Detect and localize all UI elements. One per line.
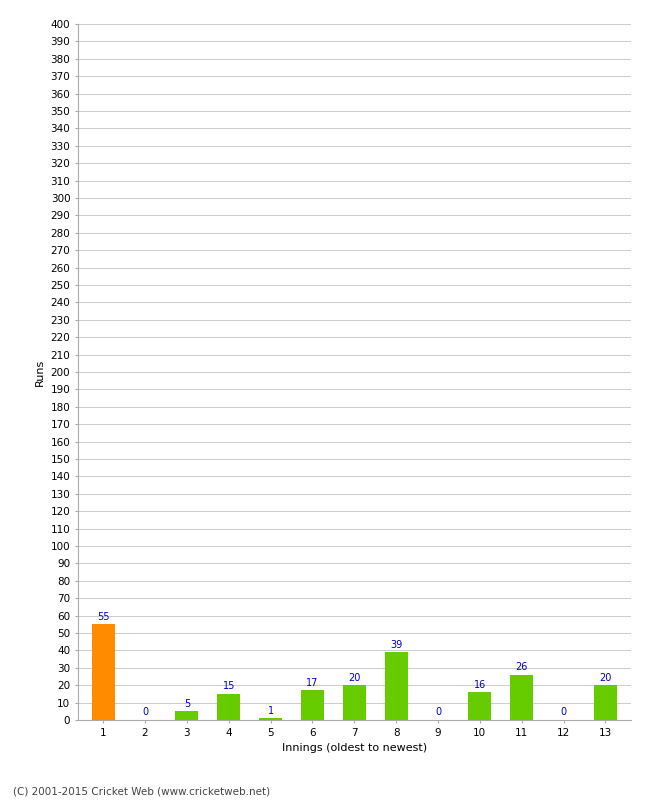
Bar: [259, 718, 282, 720]
Bar: [301, 690, 324, 720]
Text: 55: 55: [97, 612, 109, 622]
Text: 5: 5: [184, 698, 190, 709]
Bar: [92, 624, 114, 720]
Y-axis label: Runs: Runs: [35, 358, 45, 386]
Text: 15: 15: [222, 682, 235, 691]
Text: 1: 1: [268, 706, 274, 716]
Bar: [217, 694, 240, 720]
Text: 16: 16: [474, 679, 486, 690]
Text: (C) 2001-2015 Cricket Web (www.cricketweb.net): (C) 2001-2015 Cricket Web (www.cricketwe…: [13, 786, 270, 796]
X-axis label: Innings (oldest to newest): Innings (oldest to newest): [281, 743, 427, 753]
Bar: [594, 685, 617, 720]
Text: 20: 20: [599, 673, 612, 682]
Text: 20: 20: [348, 673, 361, 682]
Text: 17: 17: [306, 678, 318, 688]
Text: 0: 0: [560, 707, 567, 718]
Text: 0: 0: [435, 707, 441, 718]
Bar: [385, 652, 408, 720]
Bar: [176, 711, 198, 720]
Bar: [468, 692, 491, 720]
Text: 0: 0: [142, 707, 148, 718]
Text: 26: 26: [515, 662, 528, 672]
Bar: [343, 685, 366, 720]
Text: 39: 39: [390, 639, 402, 650]
Bar: [510, 674, 533, 720]
